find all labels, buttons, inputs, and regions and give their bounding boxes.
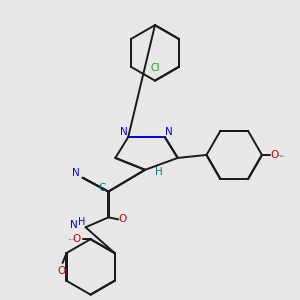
Text: O: O [72,234,81,244]
Text: H: H [78,217,85,227]
Text: O: O [118,214,126,224]
Text: methoxy: methoxy [280,155,286,157]
Text: methoxy: methoxy [278,155,284,156]
Text: Cl: Cl [150,63,160,73]
Text: O: O [58,266,66,276]
Text: O: O [271,150,279,160]
Text: N: N [165,127,173,137]
Text: N: N [70,220,78,230]
Text: H: H [155,167,163,177]
Text: C: C [99,183,106,193]
Text: N: N [72,168,80,178]
Text: methoxy2: methoxy2 [69,239,76,240]
Text: N: N [120,127,128,137]
